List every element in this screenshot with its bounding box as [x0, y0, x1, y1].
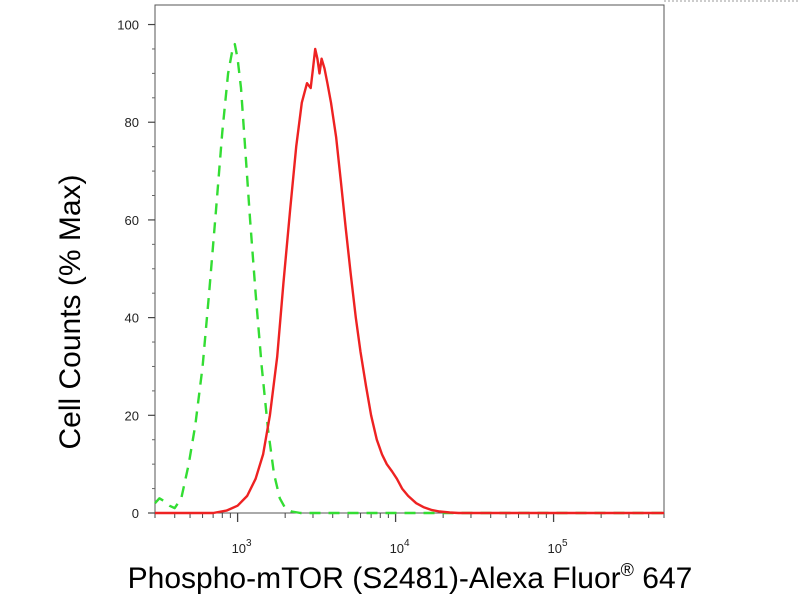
y-tick-label: 100 — [117, 18, 139, 33]
plot-frame — [154, 4, 665, 514]
sample-histogram-line — [155, 47, 664, 515]
x-axis-title-registered-mark: ® — [621, 560, 634, 580]
y-tick-label: 60 — [125, 213, 139, 228]
x-tick-label: 104 — [390, 538, 410, 556]
y-tick-label: 40 — [125, 311, 139, 326]
y-tick-label: 20 — [125, 408, 139, 423]
x-axis-title-main: Phospho-mTOR (S2481)-Alexa Fluor — [128, 562, 621, 595]
y-tick-label: 0 — [132, 506, 139, 521]
x-axis-title-suffix: 647 — [634, 562, 692, 595]
y-tick-label: 80 — [125, 115, 139, 130]
x-tick-label: 103 — [232, 538, 252, 556]
x-axis-title: Phospho-mTOR (S2481)-Alexa Fluor® 647 — [128, 560, 693, 595]
x-tick-label: 105 — [548, 538, 568, 556]
y-axis-title: Cell Counts (% Max) — [54, 174, 87, 449]
control-histogram-line — [154, 42, 664, 515]
